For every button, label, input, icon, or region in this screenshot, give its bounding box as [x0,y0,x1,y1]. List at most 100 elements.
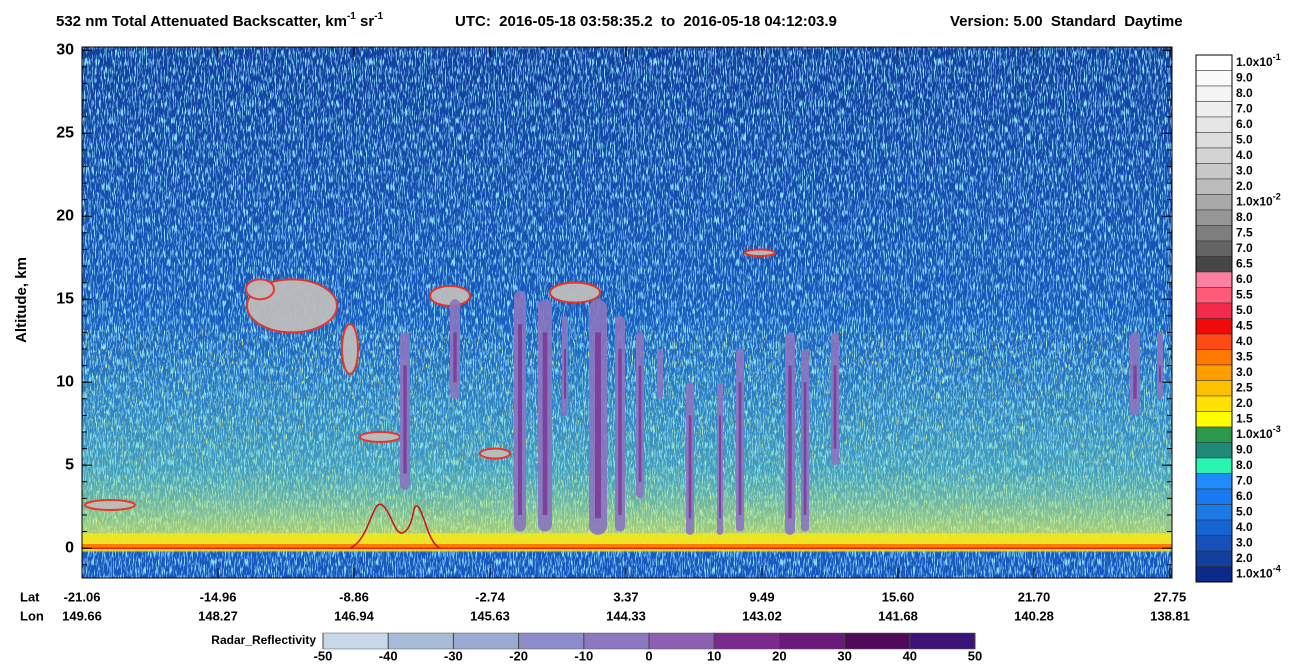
colorbar-block [1195,209,1233,226]
colorbar-label: 8.0 [1236,458,1253,472]
y-tick-label: 15 [56,290,74,307]
colorbar-label: 7.0 [1236,473,1253,487]
colorbar-block [1195,194,1233,211]
colorbar-label: 3.5 [1236,349,1253,363]
y-tick-label: 10 [56,373,74,390]
colorbar-label: 3.0 [1236,163,1253,177]
colorbar-block [1195,333,1233,350]
colorbar-label: 4.0 [1236,520,1253,534]
colorbar-block [1195,411,1233,428]
cloud [429,284,471,307]
colorbar-frame [1195,54,1233,583]
colorbar-label: 6.5 [1236,256,1253,270]
x-tick-label: 21.70 [1018,589,1051,604]
colorbar-label: 7.0 [1236,241,1253,255]
x-tick-label: -2.74 [475,589,505,604]
colorbar-block [1195,426,1233,443]
colorbar-block [1195,473,1233,490]
subsurface-noise [82,553,1172,578]
radar-column-core [542,332,548,515]
colorbar-block [1195,550,1233,567]
x-row-name: Lat [20,589,40,604]
x-tick-label: 140.28 [1014,608,1054,623]
radar-tick-label: -30 [444,648,463,663]
x-tick-label: 27.75 [1154,589,1187,604]
radar-column [657,349,663,399]
colorbar-label: 2.0 [1236,179,1253,193]
plot-frame [81,46,1173,579]
colorbar-label: 2.5 [1236,380,1253,394]
colorbar-label: 3.0 [1236,365,1253,379]
colorbar-block [1195,519,1233,536]
cloud [245,278,275,301]
colorbar-label: 6.0 [1236,272,1253,286]
y-tick-label: 5 [65,456,74,473]
cloud [744,248,776,258]
colorbar-block [1195,101,1233,118]
colorbar-label: 1.0x10-1 [1236,52,1281,69]
colorbar-block [1195,380,1233,397]
x-tick-label: 141.68 [878,608,918,623]
colorbar-block [1195,318,1233,335]
colorbar-label-mantissa: 1.0x10 [1236,427,1273,441]
radar-tick-label: 40 [903,648,917,663]
y-axis-label: Altitude, km [13,257,30,343]
radar-column-core [738,382,742,515]
x-tick-label: 138.81 [1150,608,1190,623]
radar-column-core [1133,365,1137,399]
radar-column-core [638,365,642,482]
colorbar-block [1195,504,1233,521]
radar-column-core [518,324,522,515]
colorbar-block [1195,442,1233,459]
radar-tick-label: -40 [379,648,398,663]
colorbar-label: 9.0 [1236,70,1253,84]
x-tick-label: 149.66 [62,608,102,623]
colorbar-block [1195,178,1233,195]
cloud [341,323,359,375]
boundary-noise [82,330,1172,545]
colorbar-block [1195,225,1233,242]
radar-column-core [833,365,837,449]
radar-colorbar-block [779,632,845,650]
colorbar-label: 1.5 [1236,411,1253,425]
cloud [84,499,136,511]
x-tick-label: -21.06 [64,589,101,604]
colorbar-block [1195,70,1233,87]
colorbar-label: 8.0 [1236,210,1253,224]
colorbar-block [1195,271,1233,288]
colorbar-block [1195,349,1233,366]
radar-tick-label: 20 [772,648,786,663]
colorbar-block [1195,147,1233,164]
ground-return-core [82,543,1172,547]
colorbar-block [1195,395,1233,412]
colorbar-block [1195,535,1233,552]
colorbar-block [1195,132,1233,149]
colorbar-label: 7.5 [1236,225,1253,239]
colorbar-label: 5.5 [1236,287,1253,301]
x-tick-label: 146.94 [334,608,375,623]
colorbar-label: 2.0 [1236,396,1253,410]
colorbar-label-exponent: -2 [1273,192,1281,202]
radar-column-core [719,415,721,519]
radar-tick-label: -20 [509,648,528,663]
radar-colorbar-block [909,632,976,650]
y-tick-label: 25 [56,125,74,142]
colorbar-block [1195,256,1233,273]
radar-tick-label: -50 [314,648,333,663]
radar-column-core [788,365,792,519]
colorbar-label-mantissa: 1.0x10 [1236,194,1273,208]
colorbar-label: 6.0 [1236,489,1253,503]
radar-column-core [403,365,407,474]
colorbar-block [1195,85,1233,102]
colorbar-label: 3.0 [1236,535,1253,549]
colorbar-label: 5.0 [1236,303,1253,317]
y-tick-label: 20 [56,207,74,224]
x-tick-label: 144.33 [606,608,646,623]
colorbar-label: 7.0 [1236,101,1253,115]
radar-colorbar-block [648,632,715,650]
colorbar-label: 4.5 [1236,318,1253,332]
radar-column-core [688,415,692,519]
colorbar-block [1195,240,1233,257]
x-row-name: Lon [20,608,44,623]
